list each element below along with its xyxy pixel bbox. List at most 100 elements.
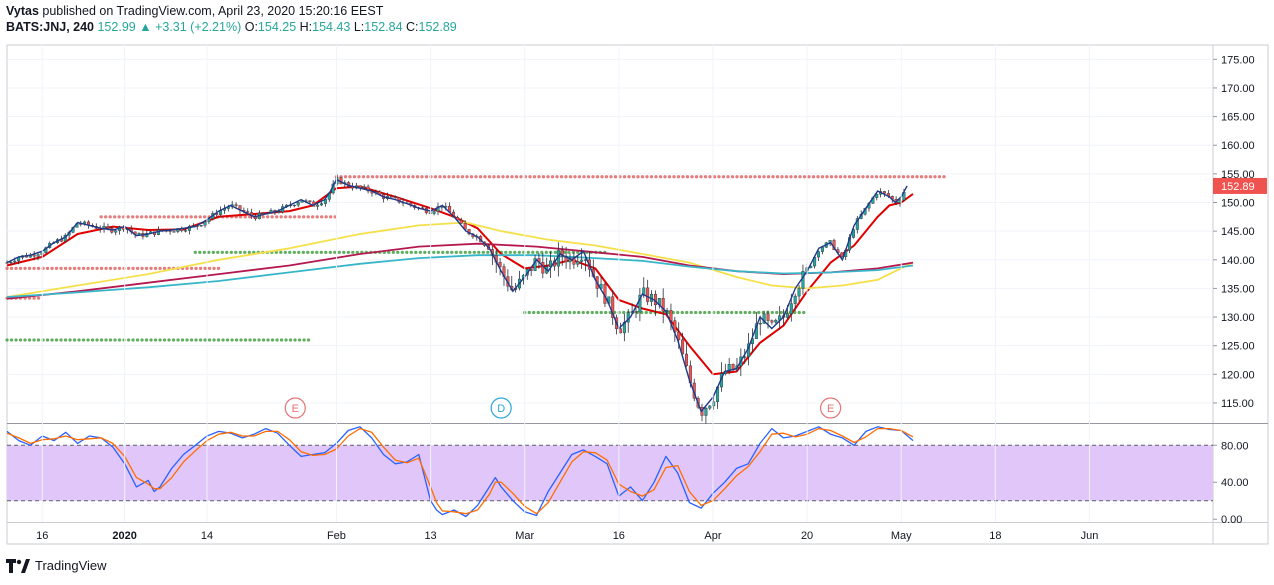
- candle-body[interactable]: [704, 408, 708, 416]
- y-tick-label: 140.00: [1221, 255, 1255, 267]
- candle-body[interactable]: [646, 287, 650, 302]
- candle-body[interactable]: [758, 323, 762, 325]
- candle-body[interactable]: [708, 405, 712, 409]
- candle-body[interactable]: [797, 288, 801, 297]
- candle-body[interactable]: [576, 261, 580, 265]
- event-marker[interactable]: [284, 397, 306, 419]
- candle-body[interactable]: [36, 254, 40, 257]
- event-marker-label: D: [497, 403, 505, 415]
- candle-body[interactable]: [498, 261, 502, 267]
- candle-body[interactable]: [32, 254, 36, 257]
- candle-body[interactable]: [234, 204, 238, 206]
- candle-body[interactable]: [789, 303, 793, 314]
- y-tick-label: 165.00: [1221, 112, 1255, 124]
- symbol-label[interactable]: BATS:JNJ, 240: [6, 20, 94, 34]
- candle-body[interactable]: [820, 247, 824, 252]
- ma-line-ma_cyan: [6, 254, 914, 298]
- candle-body[interactable]: [840, 252, 844, 257]
- candle-body[interactable]: [793, 295, 797, 304]
- chart-header: Vytas published on TradingView.com, Apri…: [6, 3, 457, 35]
- author-name[interactable]: Vytas: [6, 4, 39, 18]
- candle-body[interactable]: [875, 194, 879, 198]
- candle-body[interactable]: [199, 225, 203, 227]
- high-label: H:: [299, 20, 313, 34]
- open-value: 154.25: [257, 20, 297, 34]
- published-text: published on TradingView.com, April 23, …: [42, 4, 384, 18]
- chart-frame: [6, 44, 1269, 545]
- candle-body[interactable]: [762, 313, 766, 324]
- ohlc-legend: BATS:JNJ, 240 152.99 ▲ +3.31 (+2.21%) O:…: [6, 19, 457, 35]
- candle-body[interactable]: [366, 186, 370, 192]
- candle-body[interactable]: [432, 211, 436, 214]
- tradingview-logo-icon[interactable]: [6, 558, 30, 573]
- candle-body[interactable]: [681, 339, 685, 355]
- y-tick-label: 120.00: [1221, 369, 1255, 381]
- candle-body[interactable]: [855, 218, 859, 230]
- candle-body[interactable]: [261, 212, 265, 215]
- x-tick-label: Feb: [327, 530, 346, 542]
- candle-body[interactable]: [618, 328, 622, 334]
- candle-body[interactable]: [362, 186, 366, 189]
- x-tick-label: 13: [424, 530, 436, 542]
- candle-body[interactable]: [669, 310, 673, 321]
- candle-body[interactable]: [727, 364, 731, 372]
- last-price-value: 152.99: [97, 20, 136, 34]
- y-tick-label: 130.00: [1221, 312, 1255, 324]
- candle-body[interactable]: [277, 211, 281, 213]
- candle-body[interactable]: [801, 271, 805, 289]
- candle-body[interactable]: [246, 211, 250, 213]
- candle-body[interactable]: [436, 206, 440, 212]
- candle-body[interactable]: [308, 200, 312, 203]
- price-pane[interactable]: 175.00170.00165.00160.00155.00150.00145.…: [5, 44, 1269, 545]
- candle-body[interactable]: [611, 296, 615, 318]
- x-tick-label: 14: [201, 530, 213, 542]
- candle-body[interactable]: [172, 231, 176, 233]
- event-marker[interactable]: [820, 397, 842, 419]
- candle-body[interactable]: [316, 204, 320, 207]
- x-tick-label: Mar: [515, 530, 534, 542]
- candle-body[interactable]: [816, 251, 820, 258]
- event-marker-label: E: [292, 403, 299, 415]
- chart-canvas[interactable]: 175.00170.00165.00160.00155.00150.00145.…: [0, 0, 1274, 550]
- tradingview-brand[interactable]: TradingView: [35, 558, 107, 573]
- candle-body[interactable]: [785, 313, 789, 318]
- stochastic-pane[interactable]: 80.00 40.00 0.00: [6, 426, 1268, 526]
- candle-body[interactable]: [203, 221, 207, 226]
- time-axis[interactable]: 16 2020 14 Feb 13 Mar 16 Apr 20 May 18 Jun: [36, 45, 1098, 542]
- x-tick-label: 18: [989, 530, 1001, 542]
- stoch-line-stoch_d: [6, 427, 914, 515]
- candle-body[interactable]: [684, 353, 688, 366]
- candle-body[interactable]: [638, 294, 642, 313]
- candle-body[interactable]: [766, 313, 770, 321]
- candle-body[interactable]: [296, 202, 300, 206]
- candle-body[interactable]: [393, 196, 397, 198]
- candle-body[interactable]: [5, 262, 9, 264]
- candle-body[interactable]: [712, 401, 716, 407]
- y-tick-label: 170.00: [1221, 83, 1255, 95]
- candle-body[interactable]: [677, 331, 681, 341]
- candle-body[interactable]: [389, 196, 393, 198]
- candle-body[interactable]: [459, 219, 463, 224]
- candle-body[interactable]: [106, 226, 110, 229]
- candle-body[interactable]: [13, 260, 17, 263]
- y-tick-label: 175.00: [1221, 54, 1255, 66]
- candle-body[interactable]: [292, 204, 296, 207]
- candle-body[interactable]: [634, 311, 638, 313]
- candle-body[interactable]: [774, 319, 778, 323]
- x-tick-label: May: [891, 530, 912, 542]
- event-marker[interactable]: [490, 397, 512, 419]
- stoch-line-stoch_k: [6, 426, 914, 518]
- candle-body[interactable]: [661, 298, 665, 312]
- candle-body[interactable]: [320, 203, 324, 206]
- candle-body[interactable]: [882, 191, 886, 194]
- candle-body[interactable]: [9, 261, 13, 264]
- candle-body[interactable]: [851, 229, 855, 238]
- candle-body[interactable]: [560, 250, 564, 257]
- candle-body[interactable]: [300, 200, 304, 203]
- y-tick-label: 135.00: [1221, 283, 1255, 295]
- candle-body[interactable]: [184, 230, 188, 232]
- candle-body[interactable]: [114, 230, 118, 233]
- candle-body[interactable]: [580, 259, 584, 262]
- candle-body[interactable]: [770, 320, 774, 323]
- x-tick-label: 16: [613, 530, 625, 542]
